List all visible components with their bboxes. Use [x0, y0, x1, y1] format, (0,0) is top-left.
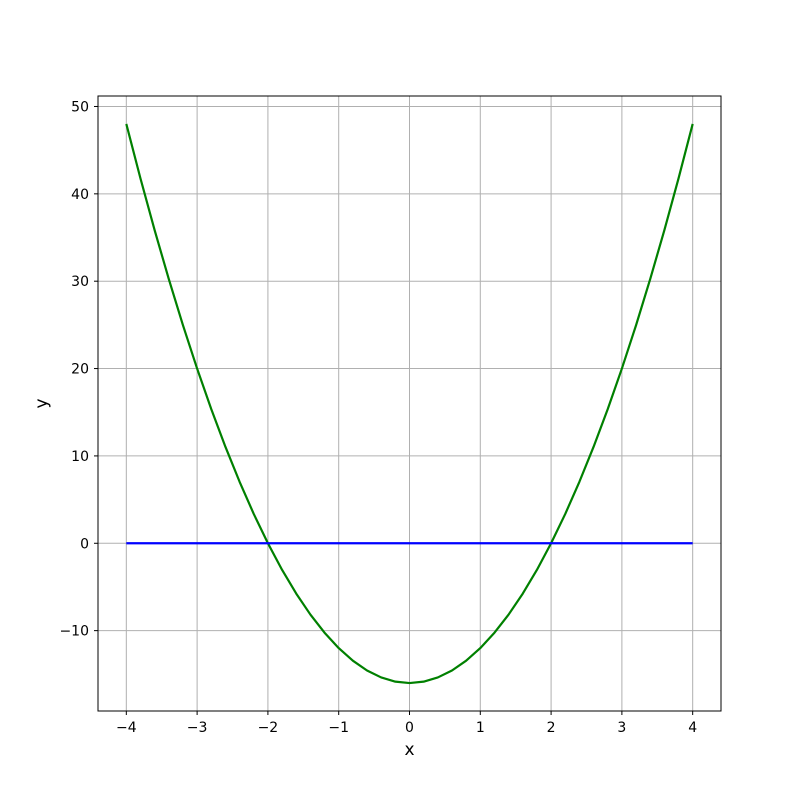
y-tick-label-40: 40	[71, 187, 89, 203]
x-tick-label-−2: −2	[258, 720, 279, 736]
x-tick-label-−4: −4	[116, 720, 137, 736]
x-tick-label-0: 0	[405, 720, 414, 736]
x-tick-label-1: 1	[476, 720, 485, 736]
series-green-parabola	[125, 123, 694, 685]
y-tick-label-50: 50	[71, 99, 89, 115]
x-tick-label-4: 4	[688, 720, 697, 736]
y-axis-label: y	[32, 398, 52, 408]
y-tick-label-0: 0	[80, 536, 89, 552]
x-tick-label-−1: −1	[328, 720, 349, 736]
y-tick-label-−10: −10	[59, 624, 89, 640]
x-tick-label-−3: −3	[187, 720, 208, 736]
y-tick-label-20: 20	[71, 362, 89, 378]
y-tick-label-10: 10	[71, 449, 89, 465]
y-tick-label-30: 30	[71, 274, 89, 290]
x-tick-label-3: 3	[617, 720, 626, 736]
x-axis-label: x	[404, 740, 414, 760]
x-tick-label-2: 2	[547, 720, 556, 736]
